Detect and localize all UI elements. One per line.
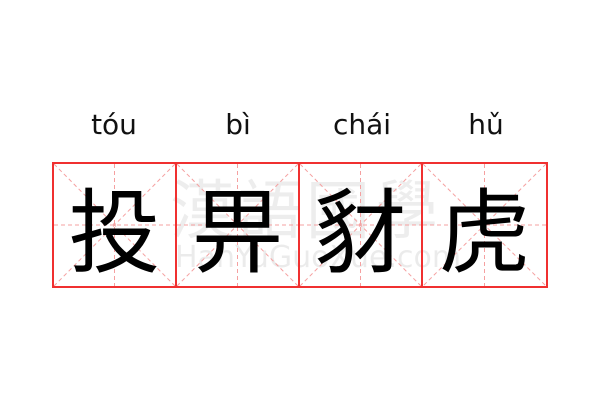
char-cell: 豺 — [300, 164, 423, 287]
pinyin-4: hǔ — [468, 108, 504, 141]
character-4: 虎 — [438, 179, 531, 287]
char-cell: 畀 — [177, 164, 300, 287]
character-3: 豺 — [314, 179, 407, 287]
pinyin-1: tóu — [91, 108, 137, 141]
guide-lines — [300, 164, 421, 286]
guide-lines — [54, 164, 175, 286]
character-2: 畀 — [191, 179, 284, 287]
pinyin-3: chái — [332, 108, 392, 141]
guide-lines — [177, 164, 298, 286]
character-grid: 投 畀 豺 虎 — [52, 162, 548, 288]
char-cell: 投 — [54, 164, 177, 287]
pinyin-2: bì — [225, 108, 251, 141]
guide-lines — [423, 164, 546, 286]
watermark-en: HanYuGuoXue.com — [175, 240, 462, 275]
watermark-cn: 漢語國學 — [170, 175, 442, 249]
character-1: 投 — [68, 179, 161, 287]
char-cell: 虎 — [423, 164, 546, 287]
pinyin-row: tóu bì chái hǔ — [52, 108, 548, 141]
